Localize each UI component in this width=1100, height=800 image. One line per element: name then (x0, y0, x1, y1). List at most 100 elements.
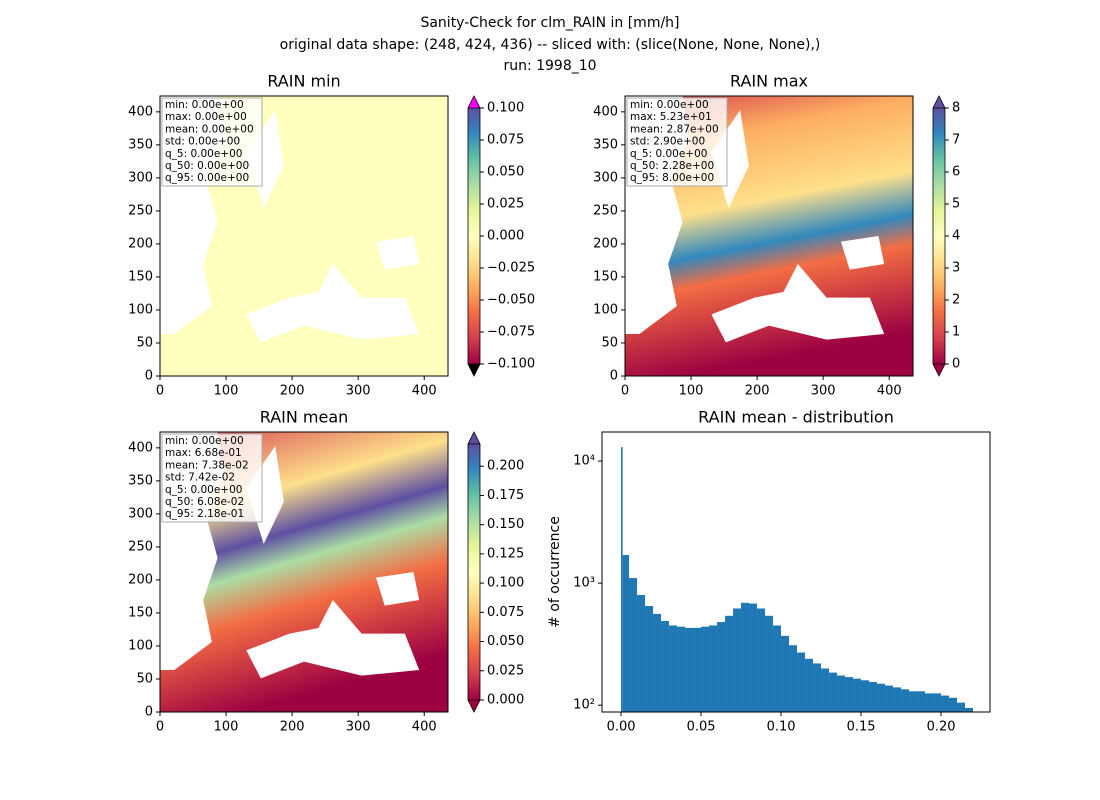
y-tick-label: 400 (593, 104, 618, 119)
stats-box (626, 97, 728, 187)
histogram-bar (637, 594, 646, 712)
stats-line: std: 7.42e-02 (165, 472, 235, 484)
x-tick-label: 200 (745, 384, 770, 399)
colorbar-tick-label: 0.000 (487, 229, 524, 244)
histogram-bar (661, 620, 670, 712)
colorbar-tick-label: 6 (952, 165, 960, 180)
histogram-bar (749, 603, 758, 712)
histogram-bar (797, 652, 806, 712)
colorbar (933, 108, 945, 364)
histogram-bar (869, 681, 878, 712)
histogram-bar (853, 678, 862, 712)
x-tick-label: 200 (280, 384, 305, 399)
y-tick-label: 400 (128, 440, 153, 455)
y-tick-label: 10² (573, 698, 595, 713)
colorbar-tick-label: 2 (952, 293, 960, 308)
colorbar-tick-label: 0.075 (487, 133, 524, 148)
x-tick-label: 300 (811, 384, 836, 399)
x-tick-label: 0 (621, 384, 629, 399)
colorbar-tick-label: 5 (952, 197, 960, 212)
x-tick-label: 0 (156, 720, 164, 735)
y-tick-label: 250 (593, 203, 618, 218)
x-tick-label: 0.05 (687, 720, 716, 735)
stats-line: q_95: 2.18e-01 (165, 508, 244, 520)
colorbar-tick-label: 3 (952, 261, 960, 276)
histogram-bar (717, 622, 726, 712)
y-tick-label: 50 (601, 335, 618, 350)
stats-line: q_95: 8.00e+00 (630, 172, 714, 184)
histogram-bar (669, 625, 678, 712)
histogram-bar (789, 645, 798, 712)
colorbar-extend (932, 95, 946, 109)
map-sea (711, 110, 749, 208)
histogram-bar (781, 635, 790, 712)
y-tick-label: 50 (136, 671, 153, 686)
y-tick-label: 200 (128, 572, 153, 587)
stats-line: q_5: 0.00e+00 (630, 148, 707, 160)
x-tick-label: 400 (412, 720, 437, 735)
histogram-bar (622, 555, 630, 712)
axes-title: RAIN mean - distribution (698, 408, 894, 427)
y-tick-label: 10⁴ (573, 454, 595, 469)
histogram-bar (949, 697, 958, 712)
x-tick-label: 100 (214, 720, 239, 735)
colorbar-tick-label: 0.200 (487, 459, 524, 474)
y-tick-label: 10³ (573, 576, 595, 591)
stats-line: min: 0.00e+00 (630, 99, 709, 111)
colorbar-tick-label: 7 (952, 133, 960, 148)
histogram-bar (653, 613, 662, 712)
stats-line: max: 6.68e-01 (165, 447, 242, 459)
colorbar (468, 108, 480, 364)
stats-line: std: 0.00e+00 (165, 136, 240, 148)
map-sea (246, 446, 284, 544)
stats-line: q_50: 2.28e+00 (630, 160, 714, 172)
stats-line: q_95: 0.00e+00 (165, 172, 249, 184)
colorbar-extend (932, 363, 946, 377)
colorbar-tick-label: 0.050 (487, 165, 524, 180)
y-tick-label: 400 (128, 104, 153, 119)
colorbar-tick-label: 1 (952, 325, 960, 340)
colorbar-tick-label: 8 (952, 101, 960, 116)
histogram-bar (821, 668, 830, 712)
x-tick-label: 300 (346, 384, 371, 399)
y-tick-label: 350 (128, 473, 153, 488)
figure-title: run: 1998_10 (503, 58, 596, 74)
y-tick-label: 0 (145, 369, 153, 384)
histogram-bar (901, 689, 910, 712)
histogram-bar (829, 672, 838, 712)
x-tick-label: 100 (214, 384, 239, 399)
y-tick-label: 100 (593, 302, 618, 317)
histogram-bar (677, 626, 686, 712)
histogram-bar (725, 615, 734, 712)
histogram-bar (925, 693, 934, 712)
stats-box (161, 433, 263, 523)
stats-line: q_5: 0.00e+00 (165, 484, 242, 496)
colorbar-tick-label: 0 (952, 357, 960, 372)
colorbar-extend (467, 699, 481, 713)
y-tick-label: 350 (128, 137, 153, 152)
y-tick-label: 0 (610, 369, 618, 384)
histogram-bar (805, 658, 814, 712)
x-tick-label: 400 (877, 384, 902, 399)
stats-line: std: 2.90e+00 (630, 136, 705, 148)
histogram-bar (709, 625, 718, 712)
y-tick-label: 150 (128, 269, 153, 284)
y-tick-label: 150 (593, 269, 618, 284)
stats-line: mean: 7.38e-02 (165, 459, 249, 471)
axes-title: RAIN min (267, 72, 340, 91)
x-tick-label: 300 (346, 720, 371, 735)
histogram-bar (701, 626, 710, 712)
y-tick-label: 300 (128, 170, 153, 185)
histogram-bar (741, 602, 750, 712)
histogram-bar (765, 615, 774, 712)
histogram-bar (909, 691, 918, 712)
colorbar (468, 444, 480, 700)
colorbar-tick-label: 0.175 (487, 488, 524, 503)
colorbar-tick-label: 0.025 (487, 197, 524, 212)
colorbar-tick-label: 0.100 (487, 101, 524, 116)
histogram-bar (837, 675, 846, 712)
x-tick-label: 400 (412, 384, 437, 399)
y-tick-label: 100 (128, 638, 153, 653)
map-sea (376, 236, 420, 270)
